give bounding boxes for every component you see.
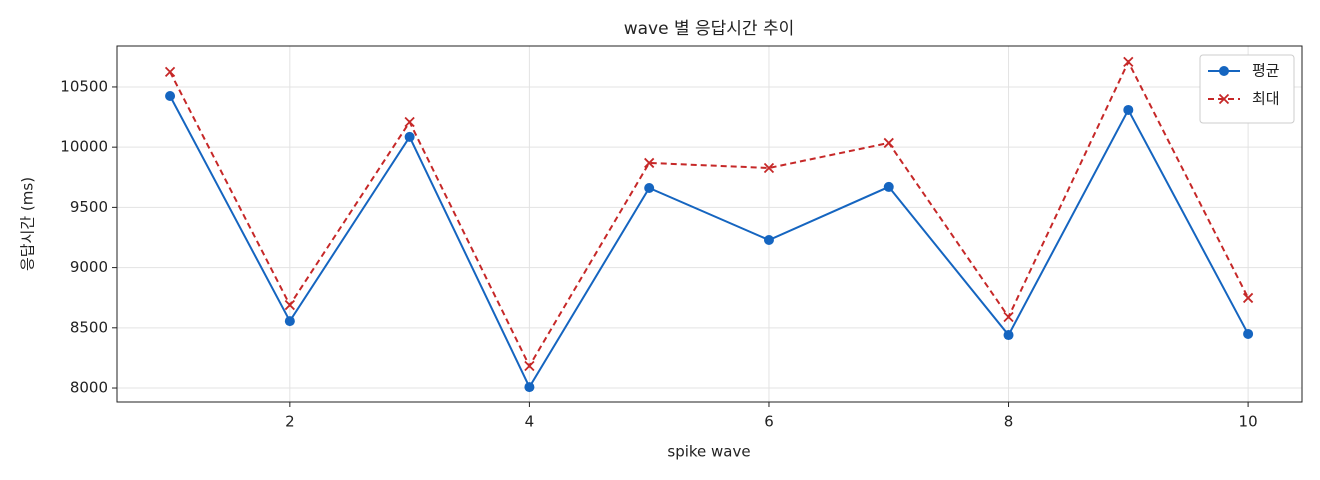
marker — [284, 316, 295, 327]
x-tick-label: 2 — [285, 413, 295, 431]
marker — [404, 131, 415, 142]
marker — [883, 181, 894, 192]
x-tick-label: 10 — [1239, 413, 1258, 431]
y-tick-label: 9000 — [70, 258, 108, 276]
y-tick-label: 10500 — [60, 77, 108, 95]
plot-frame — [116, 45, 1303, 403]
legend-label: 평균 — [1252, 62, 1280, 80]
series-line — [169, 95, 1249, 390]
marker — [763, 235, 774, 246]
marker — [164, 66, 176, 78]
marker — [1243, 328, 1254, 339]
x-tick-label: 4 — [525, 413, 535, 431]
series-line — [169, 59, 1249, 369]
grid: 8000 8500 9000 9500 10000 10500 2 4 6 8 10 — [60, 46, 1302, 431]
marker — [1003, 311, 1014, 323]
chart-title: wave 별 응답시간 추이 — [624, 19, 795, 39]
marker — [883, 137, 894, 149]
marker — [763, 162, 775, 174]
y-axis-label: 응답시간 (ms) — [19, 177, 37, 271]
marker — [1219, 66, 1229, 76]
y-tick-label: 10000 — [60, 138, 108, 156]
x-tick-label: 6 — [764, 413, 774, 431]
marker — [1123, 104, 1134, 115]
marker — [1218, 93, 1230, 105]
marker — [1123, 56, 1134, 68]
marker — [1242, 292, 1254, 304]
marker — [404, 116, 415, 128]
marker — [284, 299, 295, 311]
marker — [524, 360, 535, 372]
x-axis-label: spike wave — [667, 443, 750, 461]
marker — [644, 182, 655, 193]
y-tick-label: 9500 — [70, 198, 108, 216]
plot-data — [164, 56, 1254, 393]
legend-box — [1199, 54, 1295, 124]
x-tick-label: 8 — [1004, 413, 1014, 431]
y-tick-label: 8500 — [70, 318, 108, 336]
marker — [524, 382, 535, 393]
marker — [644, 157, 655, 169]
y-tick-label: 8000 — [70, 379, 108, 397]
marker — [165, 90, 176, 101]
legend-label: 최대 — [1252, 90, 1280, 108]
marker — [1003, 330, 1014, 341]
